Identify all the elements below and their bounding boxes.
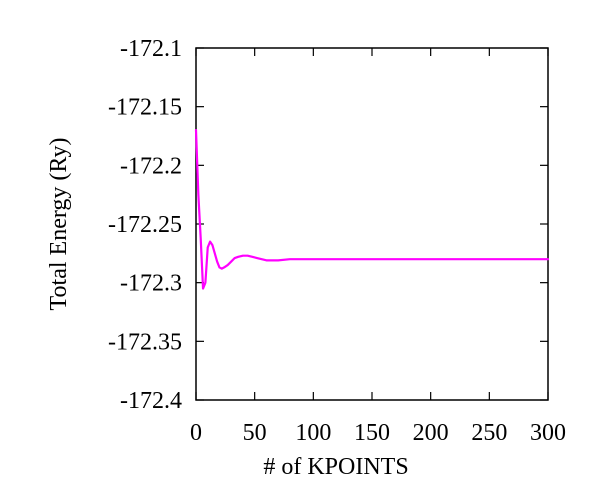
y-tick-label: -172.4 [120,388,182,414]
y-tick-label: -172.3 [120,271,182,297]
energy-series-line [194,129,550,290]
y-tick-label: -172.15 [108,95,182,121]
plot-frame [195,47,549,401]
x-axis-title: # of KPOINTS [263,454,408,480]
x-tick-label: 150 [354,420,390,446]
axis-ticks: 0 50 100 150 200 250 300 -172.1 -172.15 -172.2 -17… [108,36,566,446]
x-tick-label: 50 [243,420,267,446]
y-tick-label: -172.2 [120,153,182,179]
x-tick-label: 0 [190,420,202,446]
x-tick-label: 100 [295,420,331,446]
x-tick-label: 300 [530,420,566,446]
y-tick-label: -172.25 [108,212,182,238]
y-tick-label: -172.1 [120,36,182,62]
x-tick-label: 250 [471,420,507,446]
series-group [194,129,550,290]
x-tick-label: 200 [413,420,449,446]
y-tick-label: -172.35 [108,329,182,355]
y-axis-title: Total Energy (Ry) [46,138,72,311]
